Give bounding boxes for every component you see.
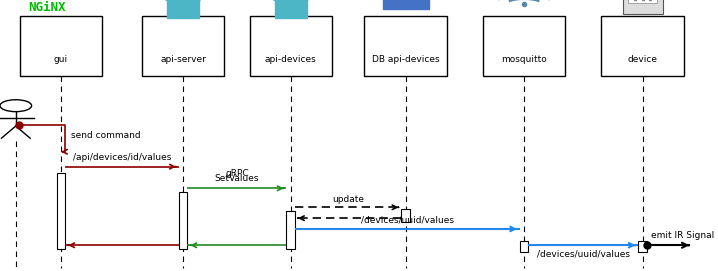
Text: emit IR Signal: emit IR Signal — [651, 231, 714, 240]
Circle shape — [271, 0, 311, 4]
Bar — [250, 16, 332, 76]
Text: /api/devices/id/values: /api/devices/id/values — [73, 153, 172, 162]
Bar — [57, 173, 65, 249]
Text: DB api-devices: DB api-devices — [372, 55, 439, 64]
Bar — [623, 0, 663, 14]
Text: gRPC: gRPC — [225, 169, 248, 178]
Text: api-server: api-server — [160, 55, 206, 64]
Bar — [167, 0, 199, 18]
Bar — [275, 0, 307, 18]
Bar — [482, 16, 566, 76]
Circle shape — [163, 0, 203, 4]
Text: update: update — [332, 195, 364, 204]
Text: gui: gui — [54, 55, 68, 64]
Bar — [286, 211, 295, 249]
Bar — [628, 0, 657, 3]
Bar — [142, 16, 224, 76]
Text: SetValues: SetValues — [215, 175, 259, 183]
Text: /devices/uuid/values: /devices/uuid/values — [361, 216, 454, 225]
Text: NGiNX: NGiNX — [28, 1, 65, 14]
Bar — [401, 209, 410, 222]
Bar — [20, 16, 103, 76]
Text: /devices/uuid/values: /devices/uuid/values — [537, 249, 630, 258]
Bar — [638, 241, 647, 252]
Bar — [179, 192, 187, 249]
Text: mosquitto: mosquitto — [501, 55, 547, 64]
Text: send command: send command — [71, 131, 141, 140]
Bar — [364, 16, 447, 76]
Bar — [383, 0, 429, 9]
Bar — [602, 16, 684, 76]
Text: api-devices: api-devices — [265, 55, 317, 64]
Text: device: device — [628, 55, 658, 64]
Bar — [520, 241, 528, 252]
